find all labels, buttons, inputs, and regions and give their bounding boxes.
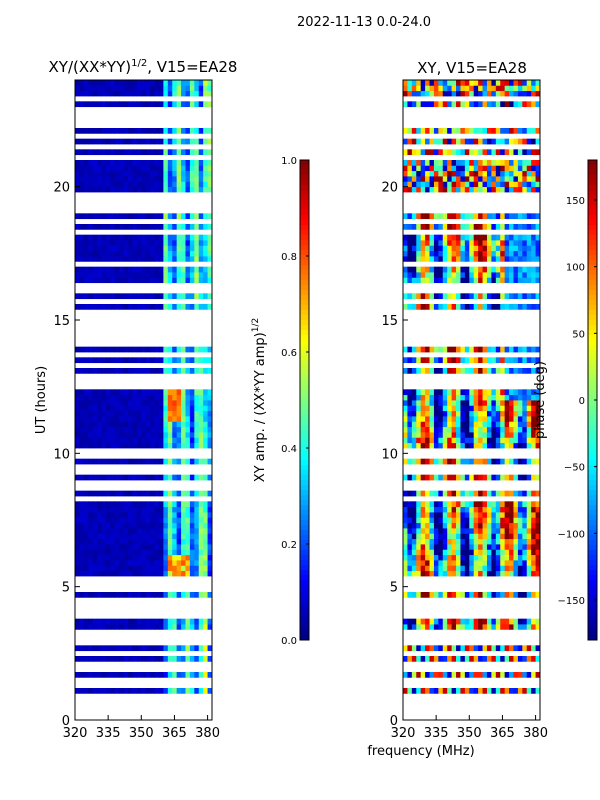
phase-panel: XY, V15=EA28 320 335 350 365 380 0 5 10 15 20 fr…: [367, 59, 548, 759]
phase-y-tick-label: 10: [381, 447, 398, 462]
amplitude-panel: XY/(XX*YY)1/2, V15=EA28 320 335 350 365 380 …: [34, 58, 237, 741]
phase-colorbar-tick-label: 150: [566, 196, 585, 207]
phase-x-tick-label: 335: [424, 726, 449, 741]
amplitude-colorbar-tick-label: 0.4: [281, 444, 297, 455]
phase-y-tick-label: 0: [390, 714, 398, 729]
phase-heatmap: [403, 80, 541, 694]
amplitude-colorbar-tick-label: 0.8: [281, 252, 297, 263]
amplitude-colorbar: 0.0 0.2 0.4 0.6 0.8 1.0 XY amp. / (XX*YY amp)…: [251, 156, 310, 647]
frequency-x-axis-label: frequency (MHz): [367, 744, 474, 759]
phase-x-tick-label: 350: [457, 726, 482, 741]
phase-y-tick-label: 20: [381, 181, 398, 196]
phase-colorbar-label: phase (deg): [533, 361, 548, 439]
amplitude-colorbar-tick-label: 0.2: [281, 540, 297, 551]
phase-x-tick-label: 365: [490, 726, 515, 741]
amplitude-colorbar-tick-label: 0.6: [281, 348, 297, 359]
amplitude-y-tick-label: 5: [62, 581, 70, 596]
amplitude-colorbar-tick-label: 0.0: [281, 636, 297, 647]
phase-panel-title: XY, V15=EA28: [417, 59, 527, 77]
phase-colorbar-tick-label: 0: [579, 396, 585, 407]
amplitude-y-tick-label: 15: [53, 314, 70, 329]
figure-suptitle: 2022-11-13 0.0-24.0: [297, 15, 431, 30]
phase-colorbar-tick-label: −100: [558, 529, 585, 540]
phase-y-tick-label: 15: [381, 314, 398, 329]
amplitude-panel-title: XY/(XX*YY)1/2, V15=EA28: [49, 58, 238, 76]
amplitude-y-tick-label: 10: [53, 447, 70, 462]
amplitude-x-tick-label: 380: [195, 726, 220, 741]
amplitude-x-tick-label: 320: [63, 726, 88, 741]
amplitude-colorbar-label: XY amp. / (XX*YY amp)1/2: [251, 318, 268, 482]
amplitude-y-tick-label: 20: [53, 181, 70, 196]
amplitude-x-tick-label: 350: [129, 726, 154, 741]
phase-colorbar-tick-label: 100: [566, 263, 585, 274]
amplitude-heatmap: [75, 80, 213, 694]
phase-colorbar-tick-label: −50: [564, 463, 585, 474]
amplitude-y-tick-label: 0: [62, 714, 70, 729]
amplitude-colorbar-tick-label: 1.0: [281, 156, 297, 167]
phase-colorbar-tick-label: −150: [558, 596, 585, 607]
amplitude-x-tick-label: 365: [162, 726, 187, 741]
phase-colorbar: −150 −100 −50 0 50 100 150 phase (deg): [533, 159, 598, 641]
phase-x-tick-label: 320: [391, 726, 416, 741]
amplitude-x-tick-label: 335: [96, 726, 121, 741]
phase-y-tick-label: 5: [390, 581, 398, 596]
phase-colorbar-tick-label: 50: [572, 329, 585, 340]
amplitude-y-axis-label: UT (hours): [34, 366, 49, 434]
phase-x-tick-label: 380: [523, 726, 548, 741]
